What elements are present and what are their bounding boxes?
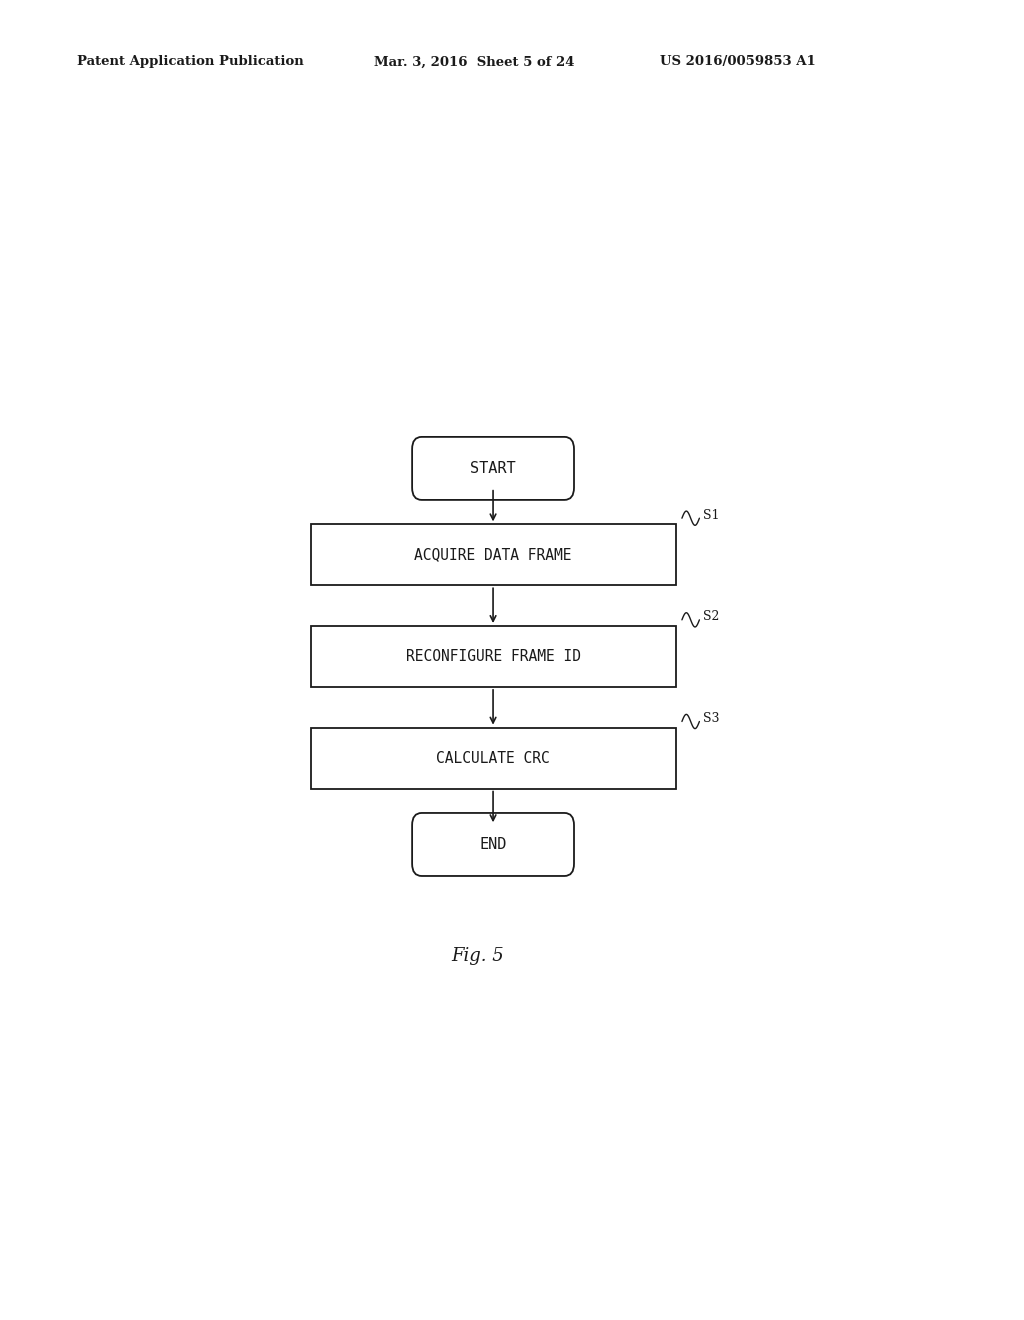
Text: Mar. 3, 2016  Sheet 5 of 24: Mar. 3, 2016 Sheet 5 of 24: [374, 55, 574, 69]
Text: END: END: [479, 837, 507, 851]
Text: US 2016/0059853 A1: US 2016/0059853 A1: [660, 55, 816, 69]
Text: Fig. 5: Fig. 5: [451, 948, 504, 965]
Text: RECONFIGURE FRAME ID: RECONFIGURE FRAME ID: [406, 649, 581, 664]
Text: S3: S3: [702, 711, 719, 725]
Text: Patent Application Publication: Patent Application Publication: [77, 55, 303, 69]
Text: ACQUIRE DATA FRAME: ACQUIRE DATA FRAME: [415, 548, 571, 562]
FancyBboxPatch shape: [412, 813, 574, 876]
FancyBboxPatch shape: [412, 437, 574, 500]
Bar: [310, 524, 676, 585]
Text: S2: S2: [702, 610, 719, 623]
Bar: [310, 626, 676, 686]
Text: CALCULATE CRC: CALCULATE CRC: [436, 751, 550, 766]
Bar: [310, 727, 676, 788]
Text: START: START: [470, 461, 516, 477]
Text: S1: S1: [702, 508, 719, 521]
